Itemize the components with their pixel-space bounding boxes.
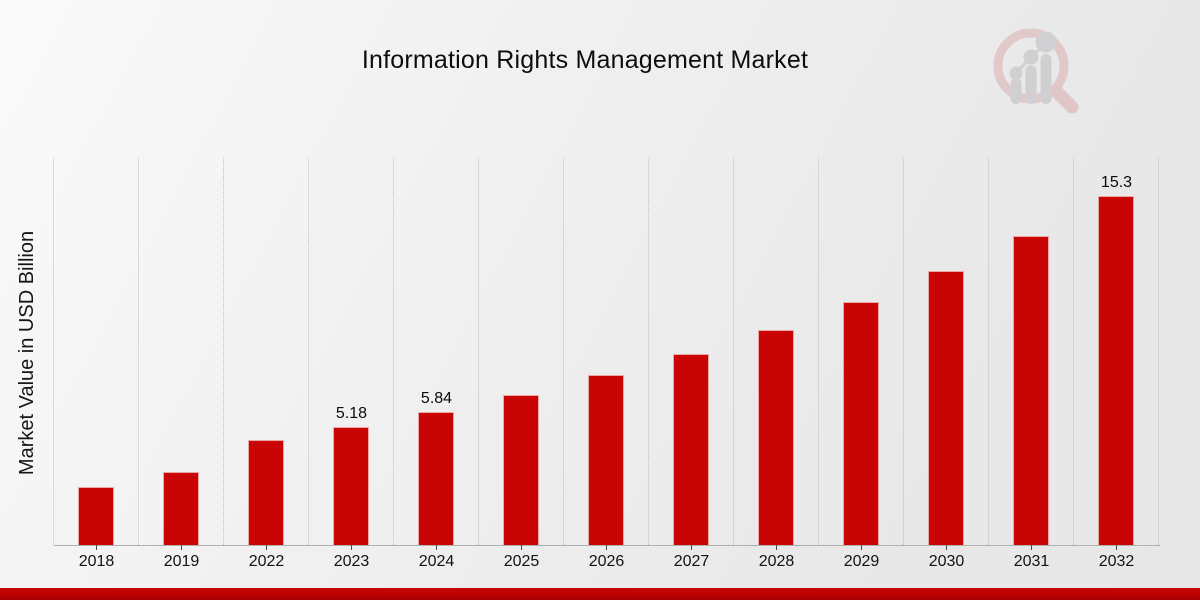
x-axis-label-2023: 2023 xyxy=(333,553,370,570)
x-axis-label-2026: 2026 xyxy=(588,553,625,570)
bar-2022 xyxy=(248,440,284,545)
bar-2029 xyxy=(843,302,879,545)
chart-column-2030 xyxy=(904,158,989,545)
y-axis-label: Market Value in USD Billion xyxy=(16,230,38,476)
x-axis-tick-2029 xyxy=(861,545,862,550)
chart-column-2032: 15.3 xyxy=(1074,158,1159,545)
chart-column-2025 xyxy=(479,158,564,545)
bar-2027 xyxy=(673,354,709,545)
logo-bars xyxy=(1010,54,1052,104)
footer-accent-bar xyxy=(0,588,1200,600)
bar-2026 xyxy=(588,375,624,545)
bar-chart-plot-area: 2018 2019 2022 5.18 2023 5.84 2024 2025 2026 2027… xyxy=(53,158,1160,570)
bar-2024 xyxy=(418,412,454,545)
bar-2031 xyxy=(1013,236,1049,545)
bar-2030 xyxy=(928,271,964,545)
magnifier-handle xyxy=(1049,84,1079,114)
x-axis-tick-2023 xyxy=(351,545,352,550)
x-axis-tick-2028 xyxy=(776,545,777,550)
x-axis-label-2025: 2025 xyxy=(503,553,540,570)
x-axis-tick-2022 xyxy=(266,545,267,550)
chart-column-2018 xyxy=(54,158,139,545)
bar-value-label-2024: 5.84 xyxy=(420,390,453,407)
bar-value-label-2023: 5.18 xyxy=(335,405,368,422)
x-axis-tick-2027 xyxy=(691,545,692,550)
x-axis-label-2019: 2019 xyxy=(163,553,200,570)
chart-column-2023: 5.18 xyxy=(309,158,394,545)
chart-column-2024: 5.84 xyxy=(394,158,479,545)
bar-value-label-2032: 15.3 xyxy=(1100,174,1133,191)
chart-column-2031 xyxy=(989,158,1074,545)
logo-trend-dots xyxy=(1009,31,1057,80)
chart-column-2028 xyxy=(734,158,819,545)
x-axis-label-2031: 2031 xyxy=(1013,553,1050,570)
x-axis-label-2024: 2024 xyxy=(418,553,455,570)
x-axis-tick-2025 xyxy=(521,545,522,550)
x-axis-label-2030: 2030 xyxy=(928,553,965,570)
chart-column-2029 xyxy=(819,158,904,545)
bar-2023 xyxy=(333,427,369,545)
chart-column-2027 xyxy=(649,158,734,545)
bar-2032 xyxy=(1098,196,1134,545)
bar-2018 xyxy=(78,487,114,545)
bar-2019 xyxy=(163,472,199,545)
x-axis-label-2029: 2029 xyxy=(843,553,880,570)
bar-2028 xyxy=(758,330,794,545)
x-axis-tick-2026 xyxy=(606,545,607,550)
chart-column-2019 xyxy=(139,158,224,545)
x-axis-tick-2019 xyxy=(181,545,182,550)
chart-column-2026 xyxy=(564,158,649,545)
chart-column-2022 xyxy=(224,158,309,545)
x-axis-label-2018: 2018 xyxy=(78,553,115,570)
x-axis-label-2027: 2027 xyxy=(673,553,710,570)
x-axis-line xyxy=(54,545,1160,546)
chart-title: Information Rights Management Market xyxy=(361,46,809,74)
x-axis-tick-2031 xyxy=(1031,545,1032,550)
x-axis-label-2022: 2022 xyxy=(248,553,285,570)
x-axis-tick-2030 xyxy=(946,545,947,550)
x-axis-label-2032: 2032 xyxy=(1098,553,1135,570)
magnifier-bar-chart-logo-icon xyxy=(993,28,1079,114)
x-axis-tick-2024 xyxy=(436,545,437,550)
bar-2025 xyxy=(503,395,539,545)
x-axis-label-2028: 2028 xyxy=(758,553,795,570)
x-axis-tick-2018 xyxy=(96,545,97,550)
x-axis-tick-2032 xyxy=(1116,545,1117,550)
